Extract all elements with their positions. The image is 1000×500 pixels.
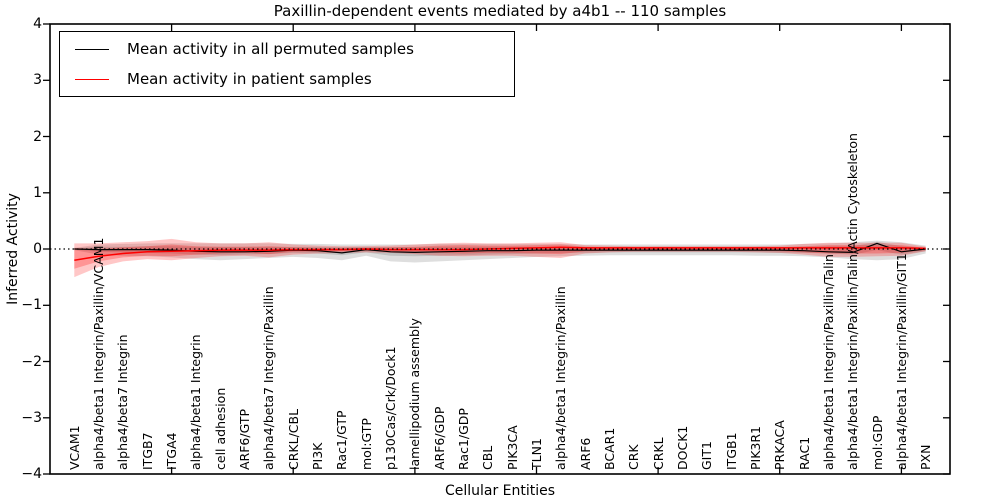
x-tick-label: PXN bbox=[918, 444, 934, 470]
x-tick-label: Rac1/GTP bbox=[334, 410, 350, 470]
x-tick-label: alpha4/beta1 Integrin/Paxillin bbox=[553, 286, 569, 470]
x-tick-label: p130Cas/Crk/Dock1 bbox=[383, 346, 399, 470]
x-tick-label: Rac1/GDP bbox=[456, 408, 471, 470]
legend-label-permuted: Mean activity in all permuted samples bbox=[127, 40, 414, 58]
legend-line-patient-icon bbox=[75, 78, 109, 80]
x-tick-label: PRKACA bbox=[772, 420, 788, 470]
y-tick-label: 1 bbox=[33, 184, 42, 201]
x-tick-label: mol:GTP bbox=[358, 418, 374, 470]
x-tick-label: alpha4/beta7 Integrin bbox=[115, 334, 131, 470]
x-tick-label: PI3K bbox=[310, 442, 326, 470]
y-tick-label: 3 bbox=[33, 72, 42, 89]
x-tick-label: alpha4/beta7 Integrin/Paxillin bbox=[261, 286, 277, 470]
x-tick-label: PIK3CA bbox=[504, 425, 520, 470]
x-tick-label: GIT1 bbox=[699, 441, 715, 470]
legend: Mean activity in all permuted samples Me… bbox=[59, 31, 515, 97]
x-tick-label: CRKL/CBL bbox=[285, 408, 301, 470]
confidence-bands bbox=[74, 238, 926, 278]
x-tick-label: CBL bbox=[480, 445, 496, 470]
y-tick-label: −1 bbox=[21, 297, 42, 314]
x-tick-label: alpha4/beta1 Integrin/Paxillin/VCAM1 bbox=[91, 237, 107, 470]
x-tick-label: alpha4/beta1 Integrin/Paxillin/Talin bbox=[820, 254, 836, 470]
x-tick-label: VCAM1 bbox=[66, 425, 82, 470]
x-tick-label: RAC1 bbox=[796, 436, 812, 470]
y-tick-label: 0 bbox=[33, 241, 42, 257]
x-tick-label: ARF6 bbox=[577, 437, 593, 470]
x-tick-label: lamellipodium assembly bbox=[407, 318, 423, 470]
band-permuted-samples-range bbox=[74, 240, 926, 263]
legend-item-permuted: Mean activity in all permuted samples bbox=[60, 38, 514, 60]
x-tick-label: alpha4/beta1 Integrin/Paxillin/Talin/Act… bbox=[845, 133, 861, 470]
x-tick-label: ARF6/GTP bbox=[237, 408, 253, 470]
line-permuted-mean bbox=[74, 242, 926, 254]
y-tick-label: −3 bbox=[21, 409, 42, 426]
y-tick-label: −2 bbox=[21, 353, 42, 370]
x-tick-label: CRK bbox=[626, 444, 642, 470]
x-tick-label: ITGB7 bbox=[139, 432, 155, 470]
x-tick-label: ITGA4 bbox=[164, 432, 180, 470]
x-axis-label: Cellular Entities bbox=[444, 483, 556, 499]
x-tick-label: alpha4/beta1 Integrin bbox=[188, 334, 204, 470]
legend-line-permuted-icon bbox=[75, 48, 109, 50]
axes-frame bbox=[43, 23, 951, 475]
x-tick-label: TLN1 bbox=[528, 438, 544, 470]
x-tick-label: DOCK1 bbox=[674, 425, 690, 470]
x-tick-label: CRKL bbox=[650, 437, 666, 470]
chart-title: Paxillin-dependent events mediated by a4… bbox=[273, 2, 727, 20]
x-tick-label: ARF6/GDP bbox=[431, 406, 447, 470]
x-tick-label: mol:GDP bbox=[869, 415, 885, 470]
y-tick-label: −4 bbox=[21, 466, 42, 482]
y-tick-label: 2 bbox=[33, 128, 42, 145]
x-tick-label: PIK3R1 bbox=[747, 425, 763, 470]
x-tick-label: BCAR1 bbox=[601, 427, 617, 470]
x-tick-label: alpha4/beta1 Integrin/Paxillin/GIT1 bbox=[893, 253, 909, 470]
legend-label-patient: Mean activity in patient samples bbox=[127, 70, 372, 88]
y-tick-label: 4 bbox=[33, 16, 42, 32]
x-tick-label: ITGB1 bbox=[723, 432, 739, 470]
legend-item-patient: Mean activity in patient samples bbox=[60, 68, 514, 90]
x-tick-label: cell adhesion bbox=[212, 387, 228, 470]
